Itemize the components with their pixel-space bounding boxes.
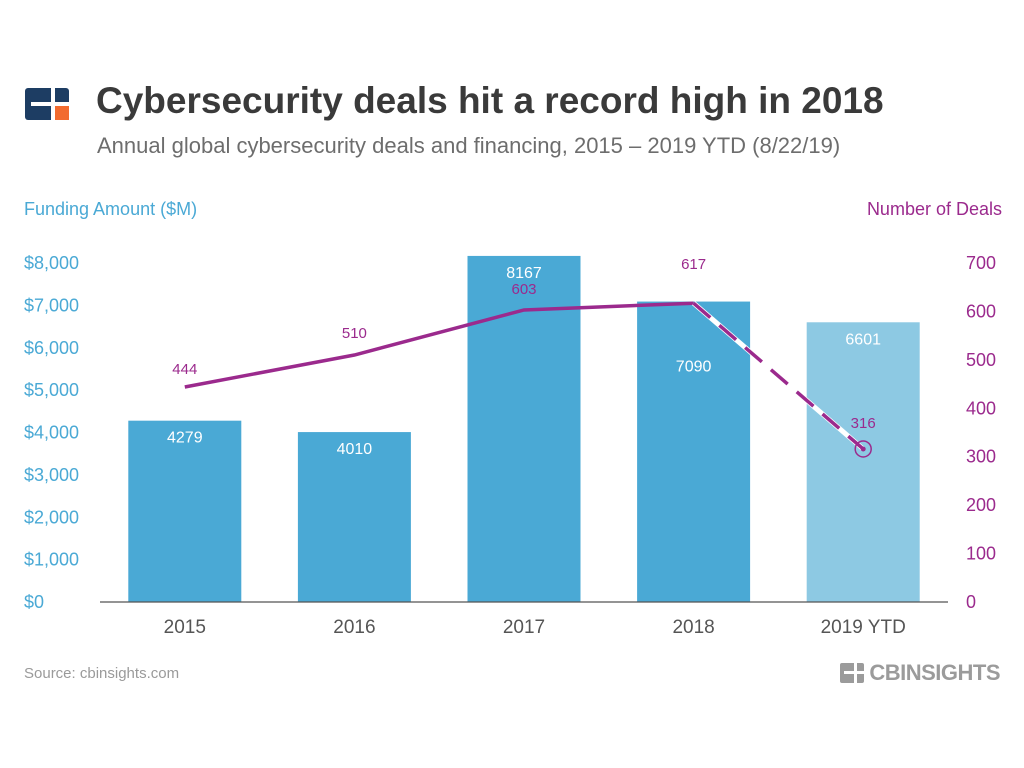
bar [467, 255, 581, 602]
deals-ytd-marker-dot [860, 446, 866, 452]
bar-value-label: 4010 [337, 441, 373, 458]
y-axis-right-tick: 600 [966, 301, 996, 321]
logo-white-cut-vertical [51, 88, 55, 120]
deals-value-label: 316 [851, 415, 876, 432]
y-axis-left-tick: $4,000 [24, 423, 79, 443]
y-axis-left-tick: $1,000 [24, 550, 79, 570]
bar-value-label: 4279 [167, 430, 203, 447]
brand-wordmark: CBINSIGHTS [869, 660, 1000, 685]
y-axis-right-title: Number of Deals [866, 199, 1002, 219]
source-note: Source: cbinsights.com [24, 665, 180, 682]
logo-orange-block [55, 106, 69, 120]
y-axis-right-tick: 200 [966, 495, 996, 515]
y-axis-left-tick: $6,000 [24, 338, 79, 358]
y-axis-right-tick: 500 [966, 350, 996, 370]
y-axis-left-tick: $7,000 [24, 295, 79, 315]
deals-line [184, 301, 694, 389]
x-axis-tick: 2015 [164, 617, 206, 638]
y-axis-left-tick: $3,000 [24, 465, 79, 485]
y-axis-right-tick: 0 [966, 592, 976, 612]
y-axis-right-tick: 300 [966, 447, 996, 467]
deals-value-label: 510 [342, 325, 367, 342]
y-axis-right-tick: 100 [966, 544, 996, 564]
bar-value-label: 8167 [506, 265, 542, 282]
bar-value-label: 7090 [676, 359, 712, 376]
bar [806, 322, 920, 602]
brand-mark-icon [840, 663, 865, 683]
y-axis-left-title: Funding Amount ($M) [24, 199, 198, 219]
brand-logo: CBINSIGHTS [840, 660, 1000, 686]
bar [128, 420, 242, 602]
x-axis-tick: 2017 [503, 617, 545, 638]
y-axis-right-tick: 400 [966, 398, 996, 418]
y-axis-left-tick: $2,000 [24, 507, 79, 527]
y-axis-right-tick: 700 [966, 253, 996, 273]
y-axis-left-tick: $0 [24, 592, 44, 612]
y-axis-left-tick: $8,000 [24, 253, 79, 273]
deals-value-label: 603 [511, 281, 536, 298]
bar [637, 301, 751, 602]
deals-line-ytd-dashed [692, 301, 865, 451]
deals-value-label: 444 [172, 361, 197, 378]
chart-subtitle: Annual global cybersecurity deals and fi… [97, 133, 841, 158]
deals-ytd-marker [854, 440, 872, 458]
logo-white-cut-horizontal [31, 102, 69, 106]
bar-value-label: 6601 [845, 331, 881, 348]
deals-value-label: 617 [681, 256, 706, 273]
y-axis-left-tick: $5,000 [24, 380, 79, 400]
x-axis-tick: 2016 [333, 617, 375, 638]
cb-insights-logo-icon [25, 88, 69, 120]
x-axis-tick: 2019 YTD [821, 617, 906, 638]
bar [297, 432, 411, 602]
x-axis-tick: 2018 [672, 617, 714, 638]
chart-title: Cybersecurity deals hit a record high in… [96, 80, 884, 121]
